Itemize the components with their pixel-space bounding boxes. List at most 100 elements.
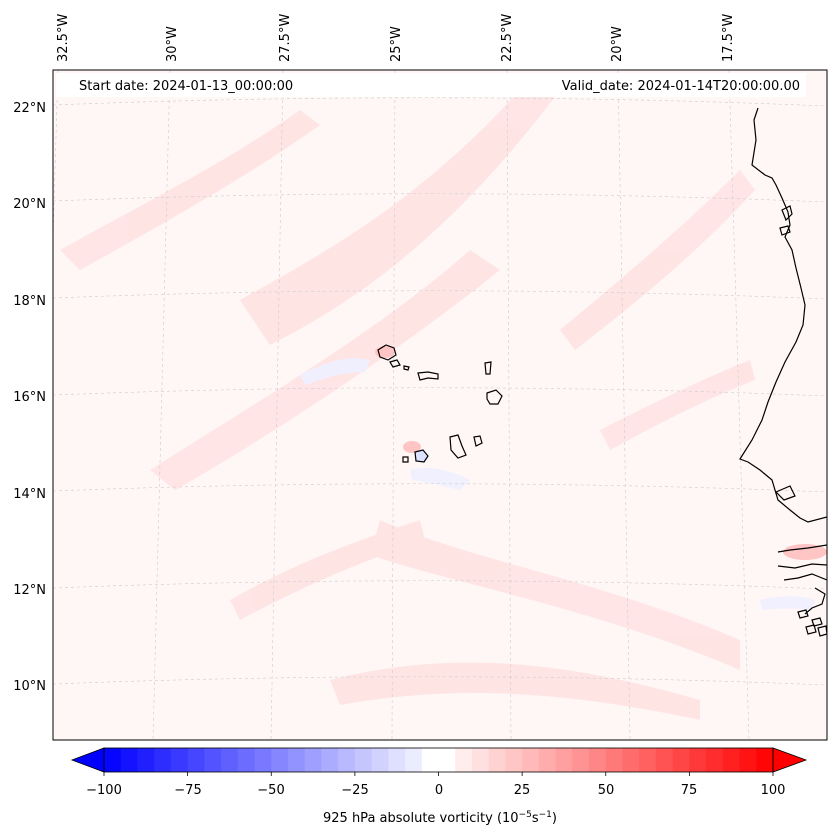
cape-verde-island-sao-vicente: [389, 359, 401, 368]
lon-label: 32.5°W: [56, 14, 71, 62]
colorbar-title: 925 hPa absolute vorticity (10−5s−1): [323, 810, 557, 826]
negative-vorticity-patch: [300, 358, 370, 385]
colorbar-segment: [672, 748, 690, 772]
colorbar-tick-label: −25: [341, 783, 368, 798]
canary-island: [781, 205, 793, 222]
positive-vorticity-band: [370, 520, 740, 670]
colorbar-tick-label: −75: [174, 783, 201, 798]
colorbar-title-mid: s: [532, 811, 539, 826]
colorbar-segment: [471, 748, 490, 772]
colorbar-segments: [104, 748, 774, 772]
senegal-gambia-coast: [777, 563, 827, 569]
canary-island: [779, 225, 791, 236]
lon-label: 22.5°W: [500, 14, 515, 62]
colorbar-tick-label: 75: [681, 783, 698, 798]
longitude-gridline: [506, 70, 512, 740]
colorbar-title-exp1: −5: [519, 810, 532, 820]
cape-verde-island-boa-vista: [486, 389, 503, 405]
colorbar-segment: [438, 748, 456, 772]
colorbar-segment: [271, 748, 289, 772]
colorbar-segment: [622, 748, 640, 772]
positive-vorticity-band: [600, 360, 755, 450]
valid-date-label: Valid_date: 2024-01-14T20:00:00.00: [562, 79, 800, 94]
colorbar-tick-label: 0: [435, 783, 443, 798]
colorbar-segment: [104, 748, 122, 772]
lon-label: 25°W: [389, 26, 404, 62]
colorbar-tick-label: 25: [514, 783, 531, 798]
lon-label: 30°W: [165, 26, 180, 62]
colorbar-segment: [405, 748, 423, 772]
longitude-gridline: [391, 70, 396, 740]
colorbar-title-exp2: −1: [539, 810, 552, 820]
latitude-gridline: [53, 290, 827, 300]
latitude-gridline: [53, 483, 827, 493]
colorbar-segment: [505, 748, 523, 772]
bijagos-islands: [817, 625, 827, 637]
latitude-gridline: [53, 387, 827, 397]
negative-vorticity-patch: [760, 596, 815, 610]
cape-verde-island-santiago: [449, 434, 467, 459]
colorbar-segment: [154, 748, 172, 772]
africa-coastline: [739, 107, 827, 523]
latitude-gridline: [53, 97, 827, 107]
cape-verde-island-brava: [402, 456, 409, 463]
lon-label: 17.5°W: [721, 14, 736, 62]
longitude-labels: 32.5°W 30°W 27.5°W 25°W 22.5°W 20°W 17.5…: [56, 14, 736, 62]
lat-label: 18°N: [13, 294, 46, 309]
cape-verde-island-fogo: [414, 449, 429, 463]
colorbar-tick-labels: −100 −75 −50 −25 0 25 50 75 100: [86, 783, 785, 798]
date-header-background: [56, 73, 806, 97]
colorbar-segment: [739, 748, 757, 772]
colorbar-segment: [689, 748, 707, 772]
longitude-gridline: [728, 70, 750, 740]
africa-coastline: [774, 485, 796, 501]
cape-verde-island-santa-luzia: [403, 365, 410, 371]
colorbar-segment: [254, 748, 272, 772]
colorbar-segment: [304, 748, 322, 772]
bijagos-islands: [811, 617, 823, 627]
colorbar-segment: [589, 748, 607, 772]
colorbar-segment: [488, 748, 506, 772]
colorbar-segment: [321, 748, 339, 772]
colorbar-segment: [706, 748, 724, 772]
colorbar-min-extension: [70, 747, 105, 773]
map-frame: [52, 69, 828, 741]
lon-label: 20°W: [610, 26, 625, 62]
colorbar: −100 −75 −50 −25 0 25 50 75 100 925 hPa …: [70, 747, 808, 826]
colorbar-tick-label: −100: [86, 783, 122, 798]
colorbar-segment: [287, 748, 306, 772]
cape-verde-island-sao-nicolau: [417, 371, 439, 381]
lon-label: 27.5°W: [278, 14, 293, 62]
latitude-labels: 22°N 20°N 18°N 16°N 14°N 12°N 10°N: [13, 101, 46, 694]
colorbar-segment: [756, 748, 774, 772]
lat-label: 16°N: [13, 390, 46, 405]
colorbar-tick-label: 50: [598, 783, 615, 798]
positive-vorticity-hotspot: [403, 441, 421, 453]
colorbar-segment: [187, 748, 205, 772]
bijagos-islands: [805, 624, 817, 635]
colorbar-segment: [120, 748, 138, 772]
colorbar-segment: [237, 748, 256, 772]
map-panel: Start date: 2024-01-13_00:00:00 Valid_da…: [53, 70, 827, 740]
longitude-gridline: [152, 70, 171, 740]
colorbar-segment: [639, 748, 657, 772]
lat-label: 12°N: [13, 583, 46, 598]
positive-vorticity-band: [60, 110, 320, 270]
colorbar-segment: [421, 748, 440, 772]
lat-label: 10°N: [13, 679, 46, 694]
colorbar-ticks: [103, 772, 774, 776]
colorbar-segment: [354, 748, 373, 772]
colorbar-title-main: 925 hPa absolute vorticity (10: [323, 811, 519, 826]
lat-label: 20°N: [13, 197, 46, 212]
positive-vorticity-band: [560, 170, 755, 350]
start-date-label: Start date: 2024-01-13_00:00:00: [79, 79, 293, 94]
graticule: [53, 70, 827, 740]
vorticity-hotspots: [375, 346, 827, 560]
guinea-bissau-coast: [804, 587, 826, 615]
longitude-gridline: [617, 70, 631, 740]
colorbar-segment: [137, 748, 155, 772]
positive-vorticity-band: [230, 520, 425, 620]
bijagos-islands: [797, 609, 809, 619]
colorbar-tick-label: 100: [761, 783, 786, 798]
